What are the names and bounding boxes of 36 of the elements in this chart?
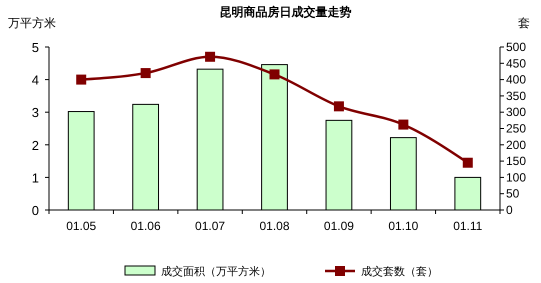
y2-tick-label: 150 [506,154,526,168]
point [76,74,86,85]
x-tick-label: 01.07 [195,219,226,233]
legend-label: 成交面积（万平方米） [161,265,271,278]
point [462,158,473,168]
point [398,120,408,130]
y-tick-label: 4 [32,72,39,88]
x-tick-label: 01.08 [259,219,290,233]
y2-tick-label: 500 [506,40,526,54]
y2-tick-label: 450 [506,56,526,70]
y-tick-label: 1 [32,170,39,186]
y-tick-label: 0 [32,203,39,218]
point [334,101,344,112]
x-tick-label: 01.06 [130,219,161,233]
y-tick-label: 2 [32,138,39,153]
y-axis-title: 万平方米 [8,16,56,30]
x-tick-label: 01.09 [324,219,354,233]
x-tick-label: 01.10 [388,219,419,233]
y2-tick-label: 400 [506,72,526,87]
y2-tick-label: 200 [506,138,526,152]
y2-tick-label: 250 [506,122,526,136]
x-tick-label: 01.05 [66,219,97,233]
y-tick-label: 3 [32,105,39,120]
y2-tick-label: 350 [506,88,526,103]
y2-tick-label: 50 [506,186,520,201]
y2-tick-label: 100 [506,170,526,184]
legend-label: 成交套数（套） [361,265,438,278]
y2-axis-title: 套 [518,16,530,30]
point [205,52,216,62]
y-tick-label: 5 [32,40,39,55]
y2-tick-label: 0 [506,203,513,217]
point [140,68,151,78]
chart-title: 昆明商品房日成交量走势 [220,5,352,19]
x-tick-label: 01.11 [453,219,483,233]
point [270,69,280,80]
y2-tick-label: 300 [506,105,526,120]
